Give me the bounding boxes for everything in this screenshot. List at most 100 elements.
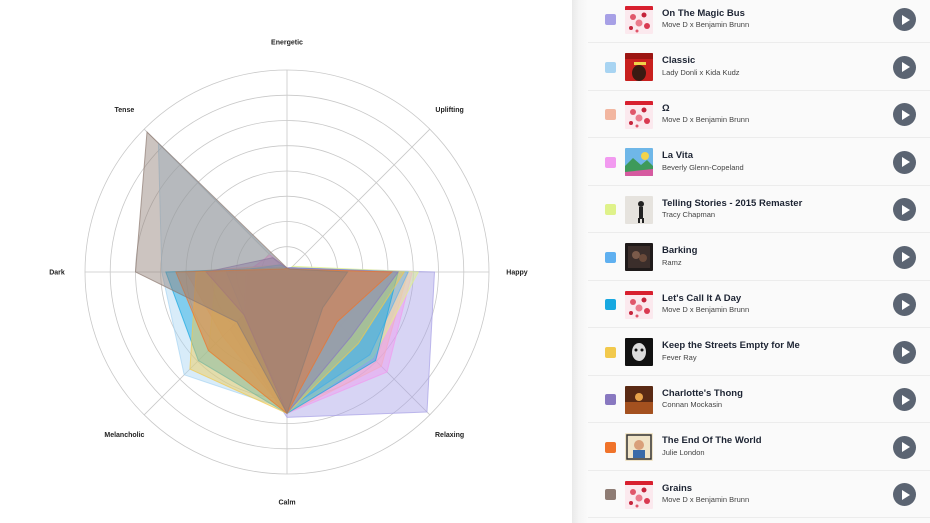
track-color-swatch[interactable] <box>605 299 616 310</box>
track-row[interactable]: Grains Move D x Benjamin Brunn <box>588 471 930 518</box>
track-title: Ω <box>662 102 670 114</box>
album-cover <box>625 148 653 176</box>
axis-label-calm: Calm <box>278 500 295 507</box>
track-row[interactable]: The End Of The World Julie London <box>588 424 930 471</box>
axis-label-happy: Happy <box>506 270 528 277</box>
row-separator <box>588 184 930 186</box>
track-color-swatch[interactable] <box>605 441 616 453</box>
album-cover <box>625 338 653 366</box>
track-color-swatch[interactable] <box>605 251 616 263</box>
track-row[interactable]: Charlotte's Thong Connan Mockasin <box>588 376 930 423</box>
axis-label-melancholic: Melancholic <box>104 432 144 439</box>
track-title: On The Magic Bus <box>662 7 745 19</box>
track-row[interactable]: La Vita Beverly Glenn-Copeland <box>588 139 930 186</box>
play-button[interactable] <box>893 103 916 126</box>
track-title: La Vita <box>662 150 693 161</box>
track-artist: Move D x Benjamin Brunn <box>662 495 750 504</box>
row-separator <box>588 89 930 91</box>
track-color-swatch[interactable] <box>605 109 616 120</box>
album-cover <box>625 53 653 81</box>
track-artist: Connan Mockasin <box>662 400 723 409</box>
cover-art-pattern <box>625 5 653 34</box>
cover-art-figure <box>625 195 653 224</box>
track-artist: Tracy Chapman <box>662 210 716 219</box>
play-button[interactable] <box>893 55 916 79</box>
radar-series-11 <box>134 130 349 415</box>
grid-spoke <box>143 271 288 416</box>
play-icon <box>902 252 910 262</box>
row-separator <box>588 232 930 233</box>
radar-axis-labels: Energetic Uplifting Happy Relaxing Calm Melan… <box>49 40 528 507</box>
row-separator <box>588 517 930 518</box>
cover-art-vintage <box>625 433 653 461</box>
track-artist: Ramz <box>662 257 682 267</box>
track-title: Let's Call It A Day <box>662 292 742 304</box>
play-button[interactable] <box>893 8 916 31</box>
play-icon <box>902 14 910 25</box>
track-row[interactable]: Ω Move D x Benjamin Brunn <box>588 91 930 138</box>
row-separator <box>588 327 930 328</box>
album-cover <box>625 5 653 34</box>
album-cover <box>625 385 653 414</box>
track-title: Charlotte's Thong <box>662 387 743 399</box>
play-button[interactable] <box>893 150 916 174</box>
track-row[interactable]: Let's Call It A Day Move D x Benjamin Bru… <box>588 281 930 328</box>
track-color-swatch[interactable] <box>605 156 616 168</box>
track-color-swatch[interactable] <box>605 394 616 405</box>
radar-grid <box>84 69 490 475</box>
axis-label-uplifting: Uplifting <box>435 107 463 114</box>
play-button[interactable] <box>893 293 916 316</box>
track-row[interactable]: Telling Stories - 2015 Remaster Tracy Cha… <box>588 186 930 233</box>
play-icon <box>902 489 910 500</box>
axis-label-tense: Tense <box>115 107 135 114</box>
play-icon <box>902 394 910 405</box>
track-artist: Move D x Benjamin Brunn <box>662 305 750 314</box>
play-button[interactable] <box>893 340 916 364</box>
cover-art-pattern <box>625 290 653 319</box>
track-artist: Lady Donli x Kida Kudz <box>662 67 740 77</box>
mood-radar-chart: Energetic Uplifting Happy Relaxing Calm Melan… <box>49 39 528 507</box>
track-row[interactable]: On The Magic Bus Move D x Benjamin Brunn <box>588 0 930 43</box>
track-title: Classic <box>662 55 696 66</box>
cover-art-portrait <box>625 53 653 81</box>
track-title: Keep the Streets Empty for Me <box>662 340 800 351</box>
track-row[interactable]: Classic Lady Donli x Kida Kudz <box>588 44 930 91</box>
album-cover <box>625 480 653 509</box>
pane-divider[interactable] <box>572 0 588 523</box>
row-separator <box>588 279 930 281</box>
track-row[interactable]: Keep the Streets Empty for Me Fever Ray <box>588 329 930 376</box>
play-button[interactable] <box>893 245 916 269</box>
row-separator <box>588 137 930 138</box>
track-color-swatch[interactable] <box>605 14 616 25</box>
axis-label-relaxing: Relaxing <box>435 432 464 439</box>
play-button[interactable] <box>893 483 916 506</box>
track-row[interactable]: Barking Ramz <box>588 234 930 281</box>
track-title: Barking <box>662 245 698 256</box>
track-color-swatch[interactable] <box>605 489 616 500</box>
row-separator <box>588 42 930 43</box>
play-icon <box>902 157 910 167</box>
play-icon <box>902 204 910 215</box>
play-icon <box>902 442 910 452</box>
play-button[interactable] <box>893 198 916 221</box>
track-color-swatch[interactable] <box>605 346 616 358</box>
play-button[interactable] <box>893 388 916 411</box>
album-cover <box>625 100 653 129</box>
album-cover <box>625 290 653 319</box>
track-artist: Move D x Benjamin Brunn <box>662 115 750 124</box>
axis-label-energetic: Energetic <box>271 40 303 47</box>
album-cover <box>625 433 653 461</box>
cover-art-pattern <box>625 480 653 509</box>
play-icon <box>902 109 910 120</box>
track-list: On The Magic Bus Move D x Benjamin Brunn C… <box>588 0 930 523</box>
track-title: The End Of The World <box>662 435 762 446</box>
track-title: Grains <box>662 482 693 494</box>
album-cover <box>625 243 653 271</box>
play-button[interactable] <box>893 435 916 459</box>
track-artist: Fever Ray <box>662 352 697 362</box>
track-color-swatch[interactable] <box>605 61 616 73</box>
track-color-swatch[interactable] <box>605 204 616 215</box>
play-icon <box>902 347 910 357</box>
grid-spoke <box>286 128 431 273</box>
cover-art-dark-photo <box>625 243 653 271</box>
